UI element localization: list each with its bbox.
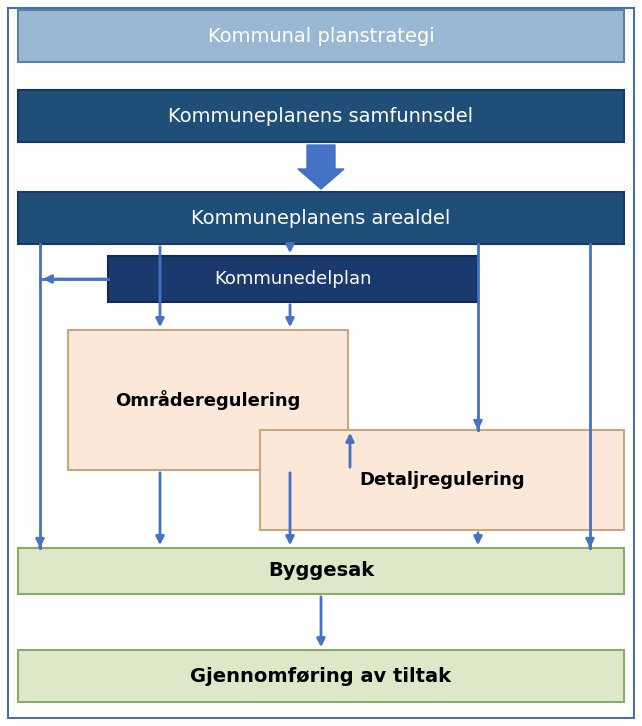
FancyBboxPatch shape [18,90,624,142]
FancyArrow shape [298,145,344,189]
FancyBboxPatch shape [68,330,348,470]
Text: Kommunal planstrategi: Kommunal planstrategi [207,27,435,46]
Text: Kommuneplanens samfunnsdel: Kommuneplanens samfunnsdel [168,107,474,126]
FancyBboxPatch shape [260,430,624,530]
Text: Kommuneplanens arealdel: Kommuneplanens arealdel [191,208,451,227]
Text: Områderegulering: Områderegulering [116,390,300,410]
FancyBboxPatch shape [18,650,624,702]
Text: Gjennomføring av tiltak: Gjennomføring av tiltak [191,666,451,685]
FancyBboxPatch shape [18,10,624,62]
Text: Byggesak: Byggesak [268,561,374,581]
Text: Kommunedelplan: Kommunedelplan [214,270,372,288]
Text: Detaljregulering: Detaljregulering [359,471,525,489]
FancyBboxPatch shape [108,256,478,302]
FancyBboxPatch shape [18,548,624,594]
FancyBboxPatch shape [18,192,624,244]
